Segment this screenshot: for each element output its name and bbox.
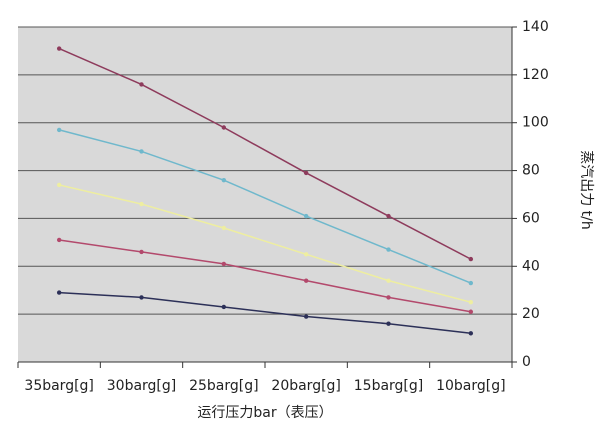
data-point xyxy=(139,295,144,300)
data-point xyxy=(303,213,309,219)
data-point xyxy=(386,321,391,326)
y-tick-label: 0 xyxy=(522,354,531,370)
series-line xyxy=(59,239,471,313)
y-tick-label: 140 xyxy=(522,19,549,35)
series-line xyxy=(58,47,472,260)
data-point xyxy=(56,290,62,295)
y-tick-label: 20 xyxy=(522,306,540,322)
y-tick-label: 40 xyxy=(522,258,540,274)
data-point xyxy=(56,182,62,188)
data-point xyxy=(221,125,227,130)
data-point xyxy=(139,82,144,87)
series-line xyxy=(58,129,472,284)
data-point xyxy=(139,201,144,207)
data-point xyxy=(221,225,227,231)
x-tick-label: 20barg[g] xyxy=(271,378,341,394)
data-point xyxy=(468,309,474,314)
data-point xyxy=(56,127,62,133)
data-point xyxy=(468,256,474,262)
data-point xyxy=(139,249,144,255)
data-point xyxy=(221,261,227,267)
y-tick-label: 100 xyxy=(522,115,549,131)
data-point xyxy=(303,252,309,257)
y-tick-label: 120 xyxy=(522,67,549,83)
series-line xyxy=(58,184,472,303)
data-point xyxy=(303,314,309,319)
data-point xyxy=(56,237,62,243)
x-tick-label: 30barg[g] xyxy=(107,378,177,394)
x-tick-label: 10barg[g] xyxy=(436,378,506,394)
y-tick-label: 80 xyxy=(522,163,540,179)
x-tick-label: 35barg[g] xyxy=(24,378,94,394)
data-point xyxy=(386,295,391,300)
x-axis-title: 运行压力bar（表压） xyxy=(197,405,332,421)
data-point xyxy=(468,299,474,305)
data-point xyxy=(468,280,474,286)
data-point xyxy=(139,149,144,154)
data-point xyxy=(386,278,391,283)
data-point xyxy=(303,170,309,176)
y-tick-label: 60 xyxy=(522,210,540,226)
data-point xyxy=(56,46,62,51)
data-point xyxy=(386,247,391,252)
data-point xyxy=(468,331,474,336)
y-axis-title: 蒸汽出力 t/h xyxy=(578,150,594,230)
x-tick-label: 25barg[g] xyxy=(189,378,259,394)
data-point xyxy=(221,304,227,310)
data-point xyxy=(221,177,227,183)
series-line xyxy=(59,291,471,335)
data-point xyxy=(386,213,391,219)
data-point xyxy=(303,278,309,283)
x-tick-label: 15barg[g] xyxy=(354,378,424,394)
